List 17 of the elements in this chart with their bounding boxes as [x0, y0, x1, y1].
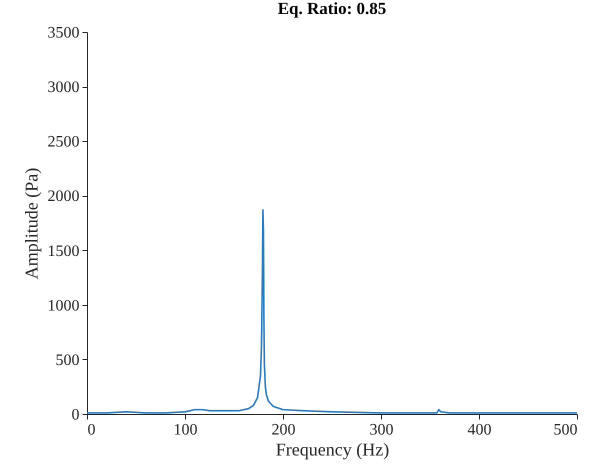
y-tick-label: 500	[56, 352, 80, 369]
x-tick-label: 400	[468, 422, 492, 438]
x-tick-label: 100	[174, 422, 198, 438]
y-tick-label: 3000	[48, 79, 80, 96]
y-tick-label: 1000	[48, 297, 80, 314]
y-tick-label: 3500	[48, 24, 80, 42]
x-tick-label: 300	[370, 422, 394, 438]
y-tick-label: 2000	[48, 188, 80, 206]
x-tick-label: 200	[272, 422, 296, 438]
chart-title: Eq. Ratio: 0.85	[278, 0, 386, 18]
y-axis-title: Amplitude (Pa)	[22, 168, 42, 280]
y-tick-label: 0	[72, 406, 80, 424]
x-axis-title: Frequency (Hz)	[276, 440, 390, 460]
y-tick-label: 2500	[48, 134, 80, 151]
x-tick-label: 500	[554, 422, 578, 438]
x-tick-label: 0	[88, 422, 96, 438]
y-tick-label: 1500	[48, 242, 80, 260]
